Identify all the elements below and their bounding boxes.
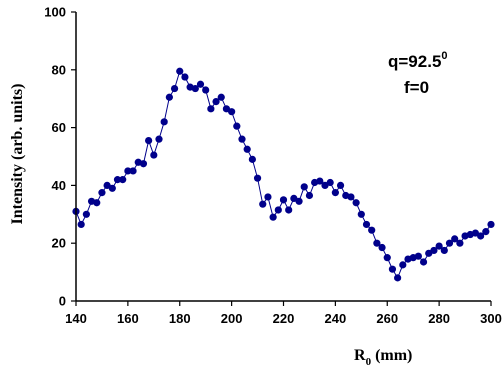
data-point <box>373 239 381 247</box>
data-point <box>430 246 438 255</box>
data-point <box>165 93 173 101</box>
data-point <box>435 242 443 250</box>
data-point <box>155 135 163 143</box>
x-axis-ticks: 140 160 180 200 220 240 260 280 300 <box>65 301 502 326</box>
data-point <box>362 220 371 229</box>
data-point <box>445 239 454 247</box>
data-point <box>394 274 402 282</box>
data-point <box>82 210 90 218</box>
data-point <box>160 118 168 126</box>
data-point <box>243 145 251 153</box>
data-point <box>145 137 153 145</box>
y-tick-label: 80 <box>52 62 66 77</box>
x-tick-label: 140 <box>65 311 87 326</box>
x-tick-label: 220 <box>273 311 295 326</box>
data-point <box>279 196 288 204</box>
data-point <box>217 93 225 101</box>
data-point <box>238 135 246 143</box>
data-point <box>139 160 148 168</box>
series-points <box>72 67 495 282</box>
data-point <box>300 183 308 191</box>
data-point <box>440 246 448 255</box>
data-point <box>456 239 464 247</box>
data-point <box>119 176 127 184</box>
annotation-angle: q=92.5 <box>388 52 441 71</box>
data-point <box>269 213 277 221</box>
data-point <box>264 193 272 201</box>
annotation-line-1: q=92.50 <box>388 50 448 71</box>
data-point <box>98 189 106 197</box>
data-point <box>124 167 132 175</box>
data-point <box>316 177 324 185</box>
data-point <box>228 108 236 116</box>
x-tick-label: 280 <box>428 311 450 326</box>
data-point <box>170 84 179 93</box>
data-point <box>113 176 122 184</box>
data-point <box>414 252 422 260</box>
data-point <box>129 167 137 175</box>
x-tick-label: 300 <box>480 311 502 326</box>
y-tick-label: 20 <box>52 236 66 251</box>
data-point <box>388 265 397 273</box>
data-point <box>352 199 360 207</box>
data-point <box>93 199 101 207</box>
data-point <box>150 151 158 159</box>
data-point <box>77 220 85 229</box>
data-point <box>331 189 339 197</box>
data-point <box>285 206 293 214</box>
x-axis-title: R0 (mm) <box>354 347 412 368</box>
data-point <box>368 226 376 234</box>
data-point <box>108 184 116 192</box>
x-tick-label: 200 <box>221 311 243 326</box>
data-point <box>259 200 267 208</box>
data-point <box>357 210 365 218</box>
data-point <box>212 97 220 106</box>
data-point <box>347 193 355 201</box>
annotation-degree: 0 <box>441 50 447 62</box>
data-point <box>274 206 282 214</box>
x-tick-label: 260 <box>376 311 398 326</box>
data-point <box>477 232 485 240</box>
y-tick-label: 40 <box>52 178 66 193</box>
y-tick-label: 0 <box>59 294 66 309</box>
x-axis-title-symbol: R <box>354 347 366 364</box>
x-axis-title-unit: (mm) <box>371 347 412 364</box>
data-point <box>419 258 428 266</box>
data-point <box>191 84 199 93</box>
y-axis-ticks: 0 20 40 60 80 100 <box>44 5 76 309</box>
data-point <box>181 73 189 81</box>
data-point <box>233 122 241 130</box>
data-point <box>482 228 490 236</box>
y-tick-label: 60 <box>52 120 66 135</box>
data-point <box>451 235 459 243</box>
data-point <box>399 261 407 269</box>
annotation-line-2: f=0 <box>404 78 429 97</box>
data-point <box>326 178 334 187</box>
data-point <box>207 105 215 113</box>
x-tick-label: 180 <box>169 311 191 326</box>
y-tick-label: 100 <box>44 5 66 20</box>
data-point <box>305 191 314 200</box>
x-axis-title-subscript: 0 <box>366 356 372 368</box>
data-point <box>202 86 210 94</box>
x-tick-label: 240 <box>325 311 347 326</box>
x-tick-label: 160 <box>117 311 139 326</box>
data-point <box>383 254 391 262</box>
data-point <box>253 174 262 182</box>
data-point <box>176 67 184 75</box>
data-point <box>248 155 256 163</box>
data-point <box>196 80 205 88</box>
data-point <box>378 243 386 252</box>
data-point <box>295 197 303 205</box>
data-point <box>336 181 345 189</box>
data-point <box>487 220 495 229</box>
y-axis-title: Intensity (arb. units) <box>9 84 26 225</box>
